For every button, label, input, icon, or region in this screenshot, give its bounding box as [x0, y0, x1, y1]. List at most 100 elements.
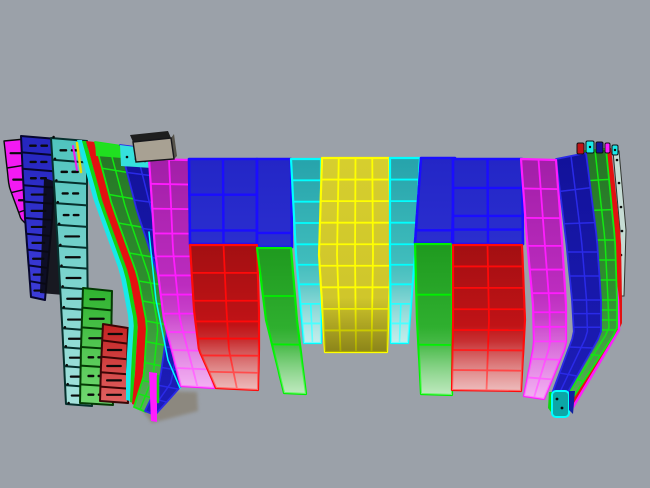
- shading-overlay: [452, 245, 525, 391]
- center-red-panels-right[interactable]: [450, 243, 527, 393]
- wing-red-strake[interactable]: [99, 323, 129, 404]
- magenta-left-cyan-edge-shape: [148, 231, 181, 389]
- edge-tab-3[interactable]: [604, 142, 611, 154]
- center-cyan-strake-left[interactable]: [289, 157, 323, 345]
- center-blue-panels-left[interactable]: [187, 157, 259, 246]
- center-blue-panels-right[interactable]: [451, 157, 525, 246]
- box-side-face: [171, 134, 177, 159]
- weld-dot: [64, 344, 68, 348]
- shading-overlay: [319, 158, 391, 352]
- plate-mark: [30, 193, 47, 196]
- plate-mark: [59, 149, 68, 152]
- seam-strip-red[interactable]: [86, 141, 147, 406]
- shading-overlay: [415, 244, 452, 395]
- seam-line: [102, 339, 128, 345]
- sliver-magenta-seam-shape: [72, 145, 78, 171]
- magenta-left-cyan-edge: [148, 231, 181, 389]
- weld-dot: [619, 205, 623, 209]
- plate-mark: [9, 152, 22, 155]
- box-front-face[interactable]: [132, 137, 175, 163]
- plate-mark: [29, 144, 37, 147]
- weld-dot: [61, 285, 64, 288]
- plate-mark: [12, 178, 24, 181]
- plate-mark: [66, 297, 83, 300]
- bottom-right-tab[interactable]: [548, 390, 575, 418]
- weld-dot: [555, 397, 559, 401]
- seam-strip-red-outline: [86, 141, 147, 406]
- weld-dot: [66, 382, 69, 386]
- weld-dot: [125, 155, 129, 159]
- plate-mark: [107, 332, 123, 336]
- plate-mark: [30, 209, 47, 212]
- seam-line: [100, 371, 128, 376]
- plate-mark: [65, 276, 82, 280]
- tab-blue-sliver: [569, 391, 575, 414]
- plate-mark: [87, 393, 95, 396]
- weld-dot: [560, 406, 564, 410]
- weld-dot: [62, 305, 66, 309]
- seam-line: [52, 158, 88, 164]
- seam-strip-green[interactable]: [82, 141, 138, 403]
- weld-dot: [59, 243, 62, 247]
- plate-mark: [72, 192, 80, 195]
- tip-magenta-strip: [149, 372, 157, 422]
- seam-line: [21, 151, 57, 157]
- seam-line: [82, 306, 112, 312]
- seam-line: [100, 385, 128, 390]
- wing-red-strake-outline: [99, 323, 129, 404]
- butt-line: [560, 149, 610, 405]
- cap-green-edge: [95, 142, 122, 158]
- plate-mark: [29, 177, 37, 180]
- plate-mark: [106, 348, 123, 352]
- weld-dot: [615, 158, 619, 162]
- plate-mark: [87, 374, 95, 378]
- seam-line: [57, 244, 88, 249]
- plate-mark: [64, 235, 81, 238]
- butt-line: [486, 158, 490, 245]
- plate-mark: [106, 379, 122, 382]
- plate-mark: [60, 170, 68, 174]
- plate-mark: [72, 213, 80, 217]
- seam-strip-cyan[interactable]: [77, 140, 134, 401]
- plate-mark: [29, 160, 37, 164]
- weld-dot: [55, 179, 58, 182]
- edge-tab-2[interactable]: [595, 141, 604, 154]
- weld-dot: [52, 135, 55, 139]
- seam-line: [56, 223, 88, 228]
- plate-mark: [106, 364, 122, 368]
- plate-mark: [106, 393, 122, 396]
- plate-mark: [62, 213, 70, 217]
- plate-mark: [88, 317, 105, 320]
- seam-strip-green-outline: [82, 141, 138, 403]
- weld-dot: [53, 157, 57, 160]
- center-yellow-strake[interactable]: [317, 156, 393, 354]
- weld-dot: [588, 145, 592, 149]
- weld-dot: [63, 326, 67, 329]
- plate-mark: [64, 256, 81, 259]
- top-right-tabs[interactable]: [576, 140, 619, 156]
- plate-mark: [89, 298, 106, 301]
- weld-dot: [67, 401, 70, 405]
- box-top-face: [130, 131, 171, 142]
- center-green-column-right[interactable]: [413, 242, 454, 397]
- center-blue-wide-column-right[interactable]: [413, 156, 457, 245]
- weld-dot: [617, 181, 621, 185]
- tip-magenta-strip-shape: [149, 372, 157, 422]
- bottom-tab-plate[interactable]: [551, 390, 570, 418]
- edge-tab-0[interactable]: [576, 142, 585, 155]
- weld-dot: [613, 148, 617, 152]
- center-blue-wide-column-left-outline: [255, 157, 294, 249]
- seam-line: [55, 202, 88, 207]
- right-edge-dotted-strip-shape: [612, 150, 627, 297]
- seam-line: [53, 180, 88, 185]
- plate-mark: [40, 144, 49, 147]
- plate-mark: [88, 337, 105, 340]
- gray-box-plate[interactable]: [130, 131, 177, 163]
- plate-mark: [87, 356, 95, 359]
- sliver-yellow-seam-shape: [75, 141, 83, 174]
- butt-line: [221, 158, 225, 245]
- center-blue-wide-column-left[interactable]: [255, 157, 294, 249]
- weld-dot: [60, 264, 63, 267]
- seam-line: [58, 265, 88, 270]
